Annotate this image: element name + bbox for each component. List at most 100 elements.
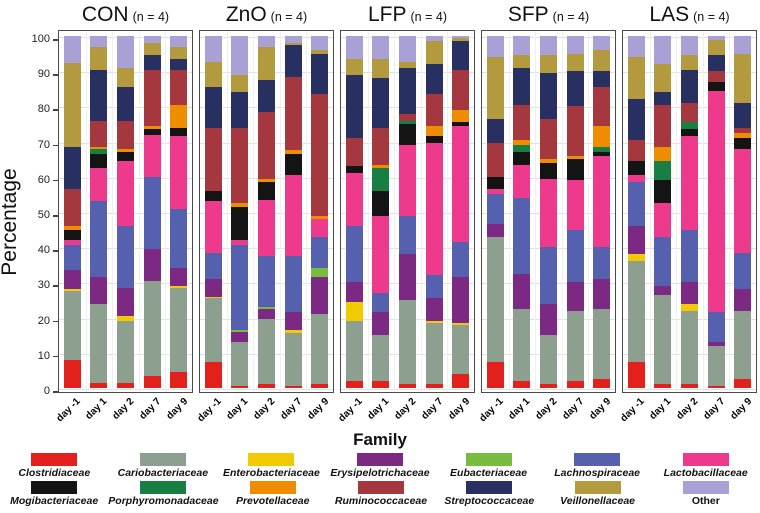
segment-Clostridiaceae xyxy=(707,386,725,388)
panel-SFP: SFP (n = 4) day -1 day 1 day 2 day 7 day 9 xyxy=(477,2,616,433)
segment-Lactobacillaceae xyxy=(425,143,443,276)
legend-label: Porphyromonadaceae xyxy=(108,495,219,507)
vertical-gridline xyxy=(279,31,281,392)
legend-label: Enterobacteriaceae xyxy=(222,467,320,479)
vertical-gridline xyxy=(165,31,167,392)
segment-Other xyxy=(681,36,698,56)
segment-Ruminococcaceae xyxy=(117,120,134,149)
segment-Enterobacteriaceae xyxy=(170,285,188,288)
segment-Clostridiaceae xyxy=(231,386,249,388)
segment-Mogibacteriaceae xyxy=(486,176,504,190)
segment-Lactobacillaceae xyxy=(117,161,134,227)
segment-Lachnospiraceae xyxy=(284,256,302,313)
legend-label: Ruminococcaceae xyxy=(334,495,428,507)
segment-Other xyxy=(372,36,390,59)
segment-Erysipelotrichaceae xyxy=(117,287,134,316)
segment-Clostridiaceae xyxy=(63,359,81,388)
segment-Clostridiaceae xyxy=(117,382,134,388)
segment-Cariobacteriaceae xyxy=(654,294,672,385)
x-tick-label-text: day 7 xyxy=(137,396,164,422)
gridline xyxy=(623,389,756,390)
legend-label: Lactobacillaceae xyxy=(663,467,748,479)
x-tick-label-text: day 1 xyxy=(365,396,392,422)
segment-Cariobacteriaceae xyxy=(681,310,698,385)
segment-Lactobacillaceae xyxy=(399,145,416,216)
bar-ZnO-day 7 xyxy=(284,36,302,388)
segment-Erysipelotrichaceae xyxy=(231,331,249,343)
legend-swatch-Clostridiaceae xyxy=(31,453,78,466)
segment-Lachnospiraceae xyxy=(143,176,161,249)
segment-Veillonellaceae xyxy=(372,58,390,79)
y-tick-mark xyxy=(53,109,58,111)
segment-Ruminococcaceae xyxy=(143,69,161,126)
x-tick-label-text: day 2 xyxy=(110,396,137,422)
vertical-gridline xyxy=(729,31,731,392)
panels-container: CON (n = 4) day -1 day 1 day 2 day 7 day 9 ZnO(… xyxy=(54,2,757,433)
segment-Prevotellaceae xyxy=(654,146,672,161)
x-tick-label-text: day -1 xyxy=(618,396,647,425)
segment-Clostridiaceae xyxy=(486,361,504,388)
segment-Lactobacillaceae xyxy=(258,199,275,257)
panel-group-name: ZnO xyxy=(225,3,267,26)
segment-Lachnospiraceae xyxy=(170,208,188,269)
x-tick-label-text: day 1 xyxy=(647,396,674,422)
vertical-gridline xyxy=(253,31,255,392)
segment-Streptococcaceae xyxy=(311,53,329,95)
gridline xyxy=(200,389,333,390)
segment-Other xyxy=(143,36,161,44)
vertical-gridline xyxy=(535,31,537,392)
segment-Lachnospiraceae xyxy=(486,194,504,225)
segment-Clostridiaceae xyxy=(311,384,329,388)
bar-LAS-day 9 xyxy=(734,36,752,388)
panel-title-SFP: SFP (n = 4) xyxy=(481,2,616,30)
segment-Other xyxy=(63,36,81,63)
segment-Other xyxy=(311,36,329,51)
vertical-gridline xyxy=(85,31,87,392)
segment-Lactobacillaceae xyxy=(627,175,645,183)
panel-n-label: (n = 4) xyxy=(270,10,308,24)
segment-Lachnospiraceae xyxy=(258,256,275,308)
segment-Clostridiaceae xyxy=(399,384,416,388)
segment-Erysipelotrichaceae xyxy=(540,303,557,336)
bars-CON xyxy=(59,31,192,392)
vertical-gridline xyxy=(649,31,651,392)
segment-Prevotellaceae xyxy=(593,125,611,147)
legend-title: Family xyxy=(353,430,407,449)
panel-n-label: (n = 4) xyxy=(693,10,730,24)
x-tick-label-text: day 1 xyxy=(83,396,110,422)
x-tick-label-text: day 2 xyxy=(674,396,701,422)
segment-Erysipelotrichaceae xyxy=(143,248,161,281)
segment-Cariobacteriaceae xyxy=(707,345,725,387)
segment-Mogibacteriaceae xyxy=(372,190,390,216)
panel-plot-box-CON xyxy=(58,30,193,393)
segment-Mogibacteriaceae xyxy=(345,166,363,174)
segment-Enterobacteriaceae xyxy=(117,315,134,322)
segment-Mogibacteriaceae xyxy=(593,152,611,156)
segment-Other xyxy=(399,36,416,63)
segment-Clostridiaceae xyxy=(143,375,161,388)
x-tick-label-text: day 2 xyxy=(251,396,278,422)
segment-Clostridiaceae xyxy=(734,379,752,388)
segment-Prevotellaceae xyxy=(566,155,584,160)
vertical-gridline xyxy=(138,31,140,392)
segment-Cariobacteriaceae xyxy=(63,291,81,360)
panel-title-CON: CON (n = 4) xyxy=(58,2,193,30)
segment-Ruminococcaceae xyxy=(627,139,645,161)
segment-Lachnospiraceae xyxy=(734,252,752,290)
segment-Lactobacillaceae xyxy=(90,168,108,202)
bar-ZnO-day 1 xyxy=(231,36,249,388)
segment-Mogibacteriaceae xyxy=(654,180,672,204)
segment-Mogibacteriaceae xyxy=(425,136,443,144)
vertical-gridline xyxy=(508,31,510,392)
y-tick-mark xyxy=(53,285,58,287)
segment-Ruminococcaceae xyxy=(425,94,443,126)
legend-swatch-Mogibacteriaceae xyxy=(31,481,78,494)
segment-Other xyxy=(231,36,249,75)
segment-Streptococcaceae xyxy=(452,41,470,70)
segment-Streptococcaceae xyxy=(204,87,222,128)
bar-ZnO-day -1 xyxy=(204,36,222,388)
segment-Lactobacillaceae xyxy=(170,136,188,209)
segment-Cariobacteriaceae xyxy=(513,308,531,381)
legend-label: Prevotellaceae xyxy=(235,495,310,507)
vertical-gridline xyxy=(306,31,308,392)
